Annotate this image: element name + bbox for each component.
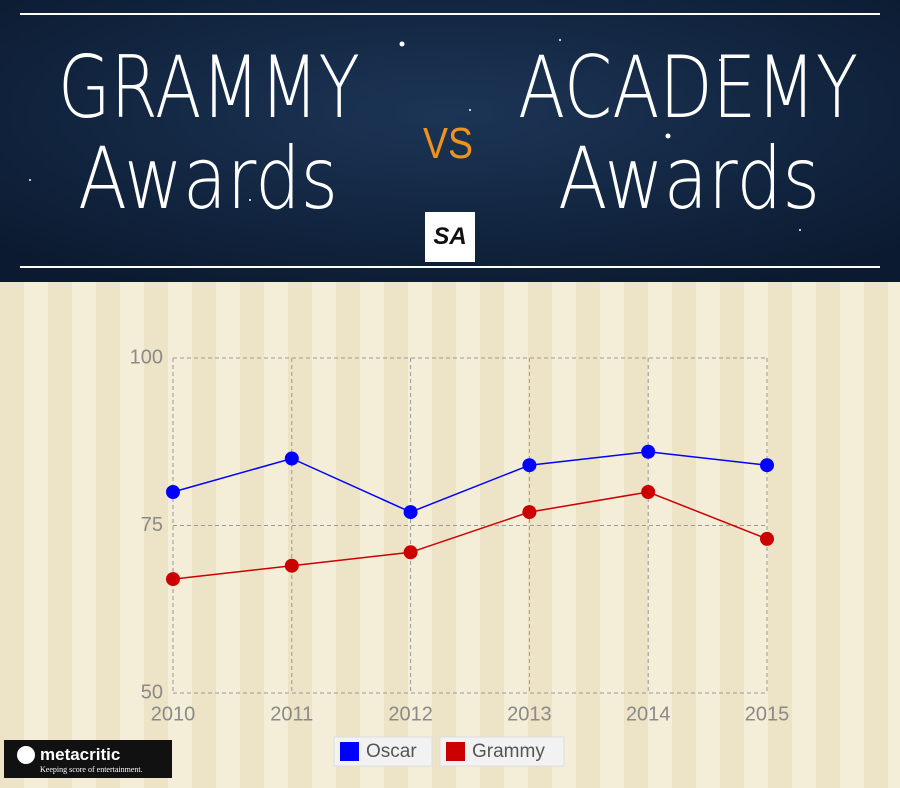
header-vs: VS: [423, 119, 473, 168]
point: [403, 505, 418, 520]
x-tick-label: 2013: [507, 703, 552, 725]
header-title: GRAMMY: [58, 38, 360, 138]
header-title: ACADEMY: [518, 38, 858, 138]
point: [641, 485, 656, 499]
legend-swatch: [446, 742, 465, 761]
series-line: [172, 491, 768, 580]
legend-swatch: [340, 742, 359, 761]
point: [403, 545, 418, 560]
point: [760, 531, 774, 546]
point: [166, 572, 180, 587]
x-tick-label: 2012: [388, 703, 433, 725]
point: [284, 558, 299, 573]
point: [760, 458, 774, 473]
legend-label: Oscar: [366, 741, 417, 762]
logo-text: SA: [433, 223, 466, 250]
point: [284, 451, 299, 466]
footer-logo-icon: [17, 746, 35, 764]
point: [522, 505, 537, 520]
point: [641, 444, 656, 459]
x-tick-label: 2010: [151, 703, 196, 725]
x-tick-label: 2014: [626, 703, 671, 725]
y-tick-label: 75: [141, 514, 163, 536]
logo-box: [425, 212, 475, 262]
chart-bg: [0, 282, 900, 788]
x-tick-label: 2015: [745, 703, 790, 725]
point: [166, 485, 180, 499]
footer-tagline: Keeping score of entertainment.: [40, 765, 143, 774]
header-title: Awards: [78, 129, 338, 229]
y-tick-label: 100: [130, 346, 163, 368]
series-line: [172, 451, 768, 513]
footer-brand: metacritic: [40, 745, 120, 764]
stars: [29, 39, 801, 231]
x-tick-label: 2011: [270, 703, 313, 725]
header-title: Awards: [558, 129, 820, 229]
y-tick-label: 50: [141, 681, 163, 703]
legend-label: Grammy: [472, 741, 545, 762]
point: [522, 458, 537, 473]
